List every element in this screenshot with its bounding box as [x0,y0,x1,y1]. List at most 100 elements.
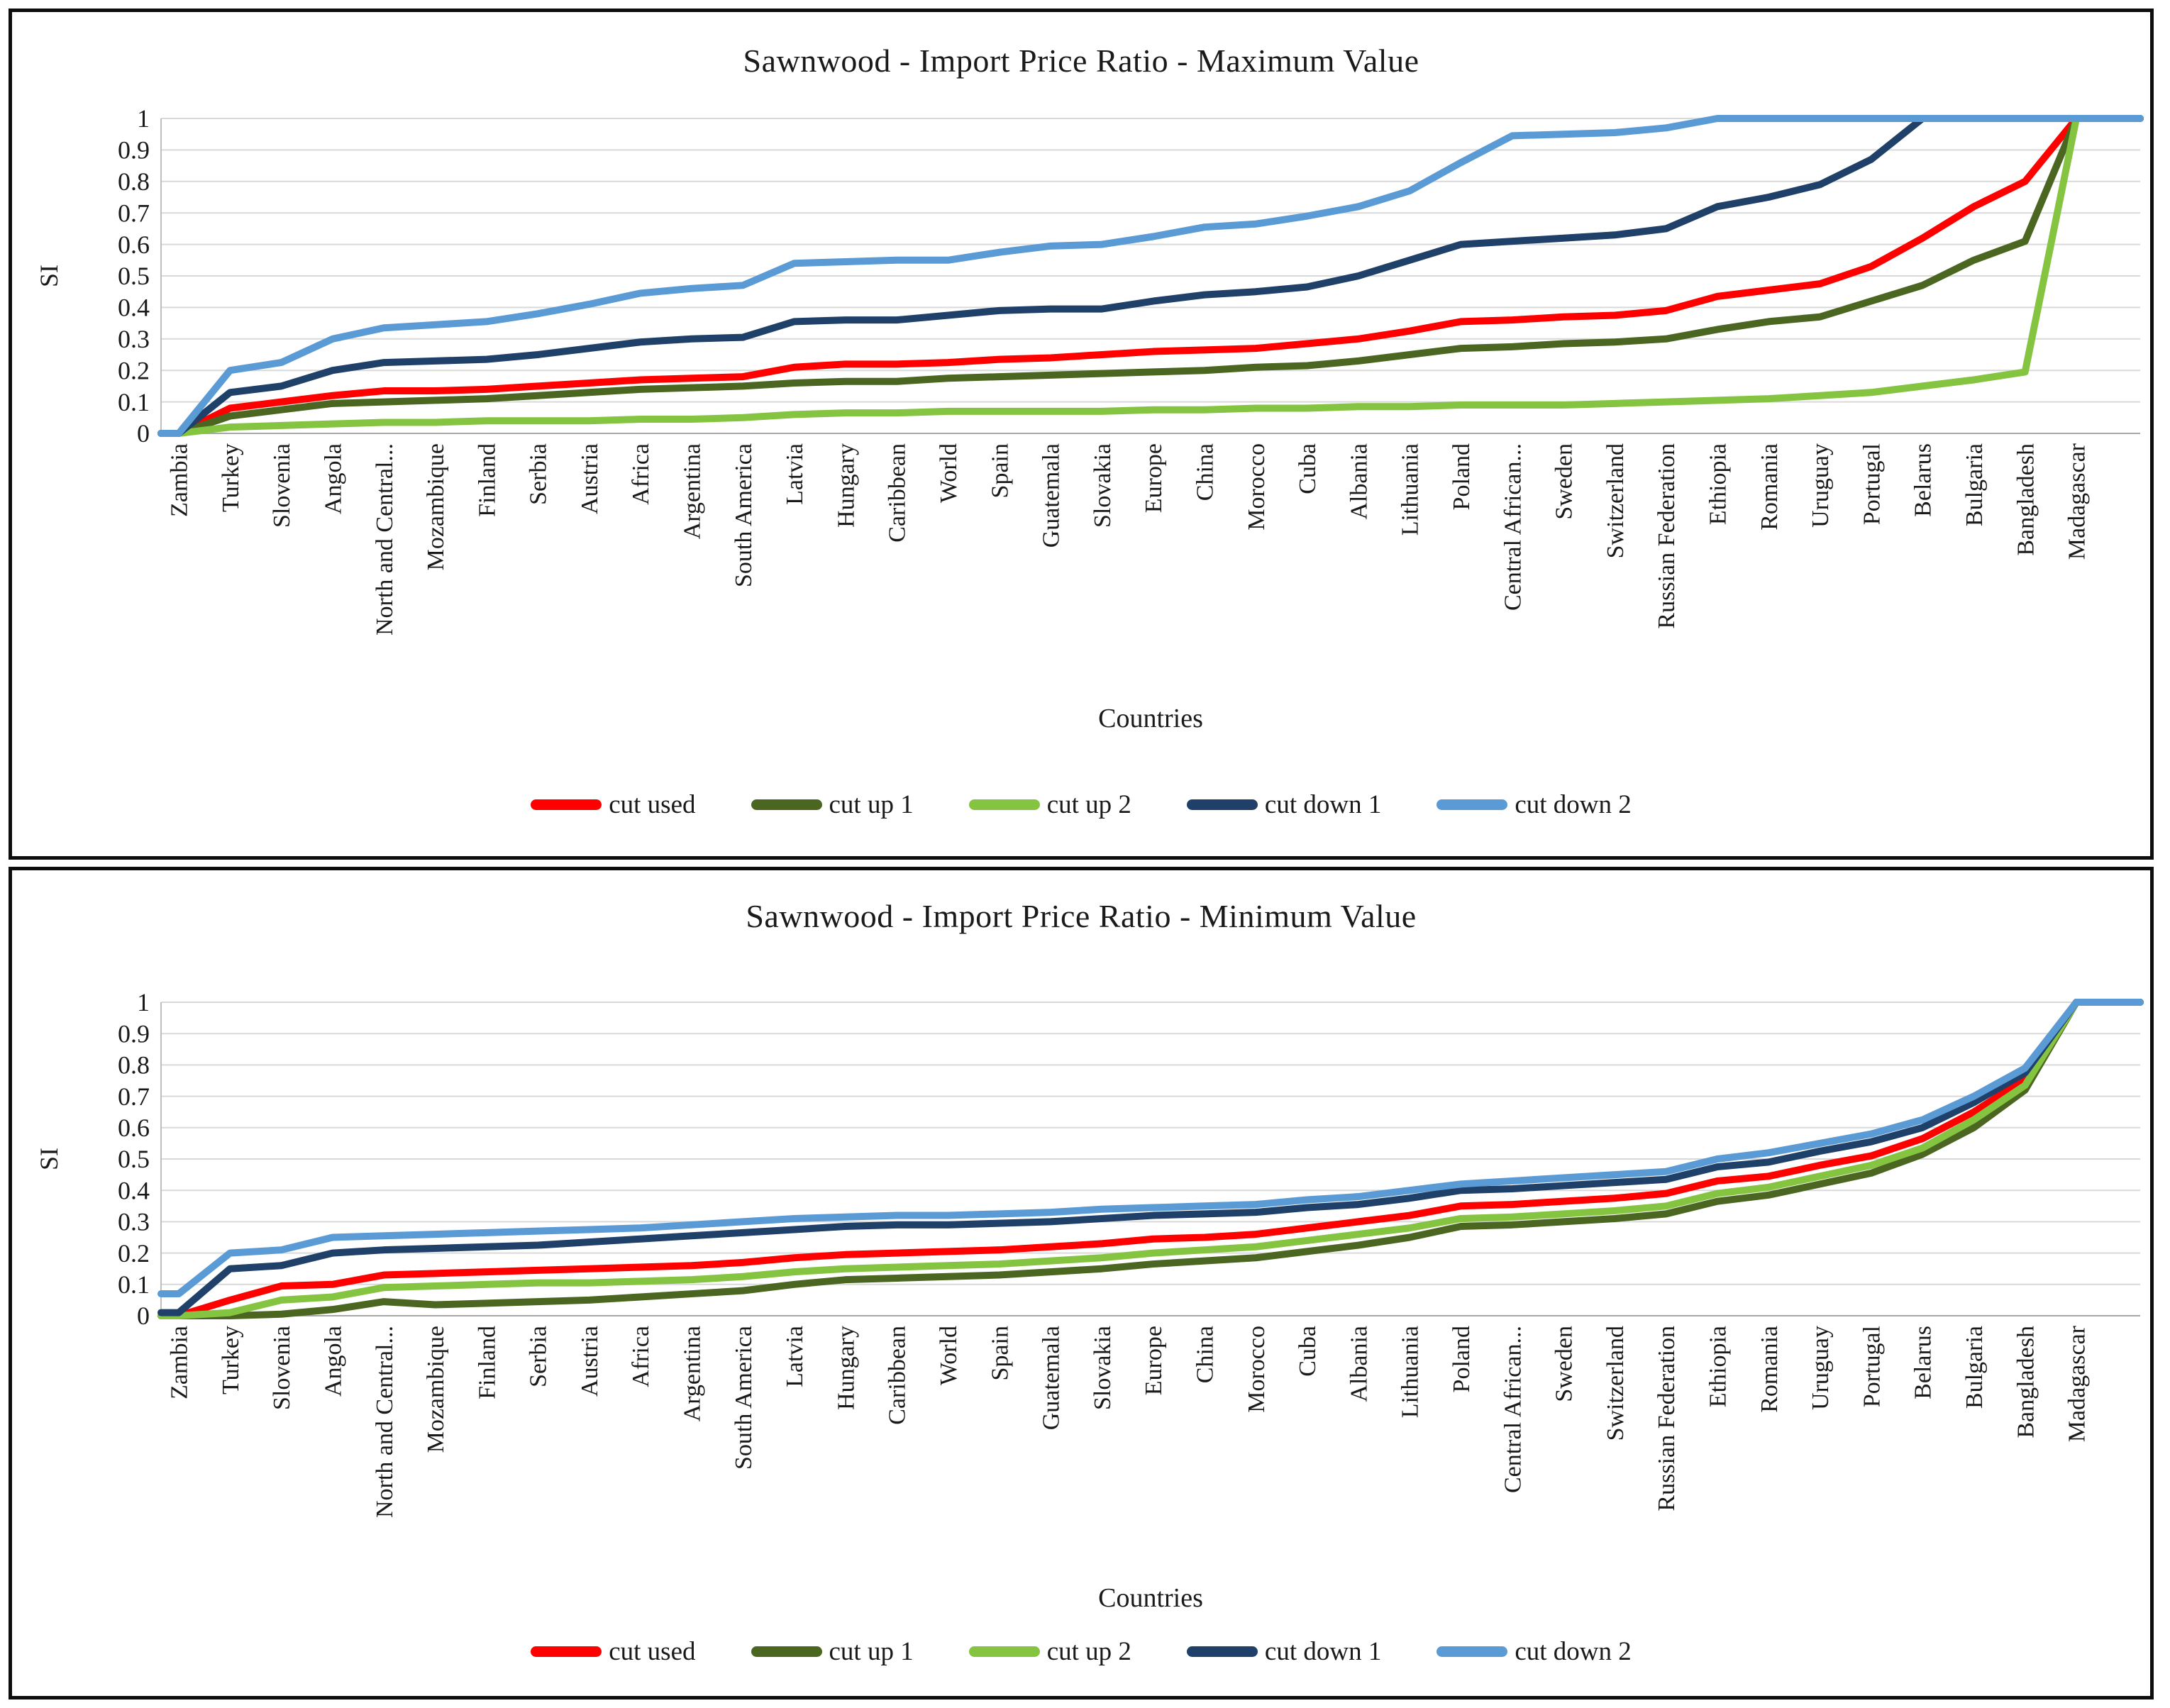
cut-down-1-swatch-icon [1186,1646,1258,1657]
x-category-label: Central African... [1500,1326,1526,1493]
legend-label: cut down 1 [1264,1637,1382,1666]
series-line-cut-used [157,115,2144,437]
chart-title-minimum: Sawnwood - Import Price Ratio - Minimum … [746,898,1417,934]
x-category-label: Belarus [1910,443,1937,517]
x-category-label: Bulgaria [1961,1326,1988,1409]
x-category-label: Russian Federation [1654,1326,1680,1512]
x-category-label: Switzerland [1602,1326,1629,1441]
x-category-label: Poland [1449,1326,1475,1392]
x-category-label: Hungary [833,443,859,528]
x-category-label: Poland [1449,443,1475,510]
cut-down-2-swatch-icon [1436,1646,1508,1657]
legend-minimum: cut used cut up 1 cut up 2 cut down 1 cu… [12,1636,2150,1667]
y-tick-label: 0.7 [118,1082,150,1111]
x-category-label: Bulgaria [1961,443,1988,526]
x-category-label: Finland [474,1326,500,1399]
x-category-label: Finland [474,443,500,517]
legend-item-cut-down-1: cut down 1 [1186,1636,1382,1667]
legend-item-cut-used: cut used [531,1636,696,1667]
series-line-cut-down-2 [157,115,2144,437]
x-category-label: Uruguay [1808,443,1834,528]
x-category-label: Lithuania [1397,443,1424,536]
series-line-cut-down-1 [157,115,2144,437]
x-category-label: Spain [987,1326,1013,1380]
chart-title-maximum: Sawnwood - Import Price Ratio - Maximum … [743,43,1419,79]
x-category-label: Latvia [782,443,808,505]
x-category-label: Argentina [680,443,706,539]
x-category-label: Zambia [167,443,193,517]
x-category-label: Morocco [1244,1326,1270,1413]
x-category-label: South America [731,443,757,587]
y-tick-label: 0.4 [118,1176,150,1204]
legend-item-cut-down-1: cut down 1 [1186,789,1382,820]
x-category-label: Europe [1141,1326,1167,1395]
legend-item-cut-down-2: cut down 2 [1436,789,1632,820]
x-category-label: Romania [1756,1326,1783,1413]
x-category-label: Slovenia [269,443,295,528]
y-tick-label: 0.2 [118,356,150,384]
x-category-label: Albania [1346,443,1372,520]
x-category-label: Switzerland [1602,443,1629,558]
x-category-label: Hungary [833,1326,859,1410]
x-category-label: Europe [1141,443,1167,513]
x-category-label: Austria [577,1326,603,1397]
series-line-cut-used [157,999,2144,1319]
x-category-label: Argentina [680,1326,706,1421]
y-tick-label: 0.7 [118,199,150,227]
x-category-label: Romania [1756,443,1783,531]
series-line-cut-up-2 [157,115,2144,437]
x-axis-title: Countries [1098,1583,1203,1613]
x-category-label: South America [731,1326,757,1470]
legend-item-cut-used: cut used [531,789,696,820]
x-category-label: Turkey [218,1326,244,1394]
y-axis-title: SI [35,1148,63,1170]
x-category-label: North and Central... [372,1326,398,1518]
x-category-label: Caribbean [885,1326,911,1425]
cut-used-swatch-icon [531,799,602,810]
cut-down-2-swatch-icon [1436,799,1508,810]
y-tick-label: 0 [137,419,150,448]
cut-used-swatch-icon [531,1646,602,1657]
x-category-label: Guatemala [1039,443,1065,548]
x-category-label: China [1192,443,1219,501]
legend-item-cut-up-1: cut up 1 [751,1636,914,1667]
minimum-chart-plot: 0 0.10.2 0.3 0.4 0.5 0.6 0.70.8 0.9 1 Zambia Turke… [35,988,2144,1613]
x-category-label: Angola [320,1326,346,1397]
x-category-label: Belarus [1910,1326,1937,1399]
y-tick-label: 0 [137,1302,150,1330]
series-line-cut-down-1 [157,999,2144,1316]
x-category-label: Portugal [1859,443,1885,525]
y-tick-label: 0.3 [118,1208,150,1236]
series-line-cut-down-2 [157,999,2144,1298]
x-category-label: Russian Federation [1654,443,1680,629]
x-category-label: Zambia [167,1326,193,1399]
x-category-label: Mozambique [423,443,449,570]
x-category-label: Spain [987,443,1013,498]
legend-label: cut used [609,1637,696,1666]
legend-label: cut down 1 [1264,790,1382,819]
legend-label: cut used [609,790,696,819]
x-category-label: Uruguay [1808,1326,1834,1410]
x-category-label: Sweden [1551,1326,1578,1402]
x-category-label: Ethiopia [1705,1326,1731,1407]
x-category-label: Ethiopia [1705,443,1731,525]
y-tick-label: 0.9 [118,136,150,165]
x-category-label: Madagascar [2064,1325,2091,1442]
x-category-label: World [936,1326,962,1385]
y-tick-label: 0.5 [118,262,150,290]
y-tick-label: 0.8 [118,1051,150,1080]
cut-down-1-swatch-icon [1186,799,1258,810]
y-tick-label: 0.6 [118,231,150,259]
legend-item-cut-up-2: cut up 2 [968,1636,1131,1667]
x-axis-title: Countries [1098,704,1203,733]
x-category-label: Slovenia [269,1326,295,1410]
x-category-label: Morocco [1244,443,1270,531]
legend-label: cut up 2 [1046,790,1131,819]
maximum-value-chart-panel: Sawnwood - Import Price Ratio - Maximum … [9,9,2154,860]
x-category-label: Serbia [526,443,552,505]
x-category-label: Slovakia [1090,443,1116,528]
x-category-label: Cuba [1295,1326,1321,1377]
y-tick-label: 0.5 [118,1145,150,1173]
x-category-label: Portugal [1859,1326,1885,1407]
x-category-label: Slovakia [1090,1326,1116,1410]
